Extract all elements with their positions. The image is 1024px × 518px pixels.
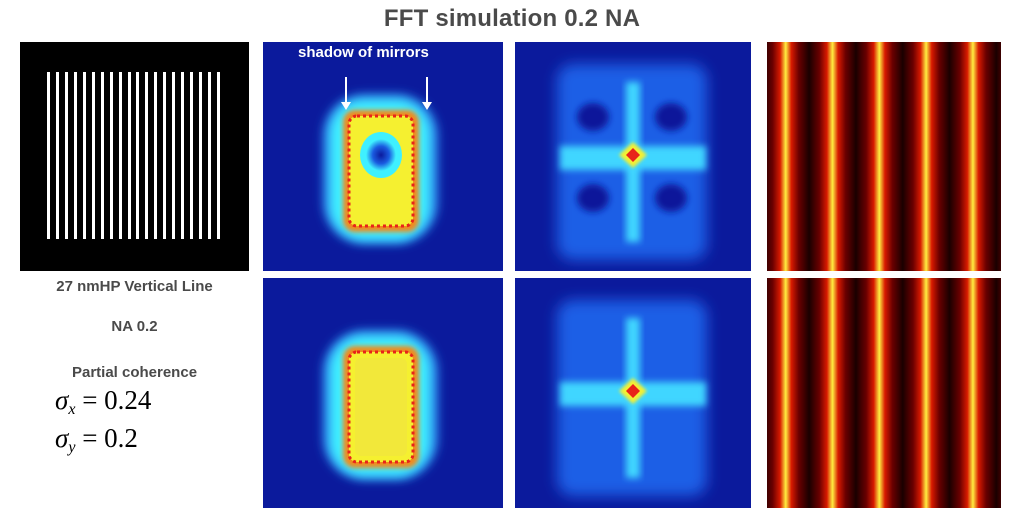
- sigma-x-subscript: x: [68, 401, 76, 418]
- mask-line: [73, 72, 77, 239]
- mask-line: [91, 72, 95, 239]
- fft-spectrum-top: [515, 42, 751, 271]
- sigma-y-value: 0.2: [104, 423, 138, 453]
- sigma-symbol: σ: [55, 423, 69, 453]
- shadow-of-mirrors-annotation: shadow of mirrors: [298, 44, 429, 61]
- mask-line: [163, 72, 167, 239]
- mask-line: [47, 72, 50, 239]
- mask-line: [199, 72, 203, 239]
- na-label: NA 0.2: [111, 318, 158, 335]
- mask-line: [190, 72, 194, 239]
- mask-line: [136, 72, 140, 239]
- mask-line: [154, 72, 158, 239]
- sigma-y-equation: σy = 0.2: [55, 423, 138, 457]
- partial-coherence-label: Partial coherence: [71, 364, 198, 381]
- equals-sign: =: [75, 385, 105, 415]
- line-pattern-label: 27 nmHP Vertical Line: [56, 278, 213, 295]
- mask-line: [208, 72, 212, 239]
- sigma-y-subscript: y: [68, 439, 76, 456]
- mask-pattern-image: [20, 42, 249, 271]
- sigma-x-value: 0.24: [104, 385, 152, 415]
- mask-line: [127, 72, 131, 239]
- mask-line: [109, 72, 113, 239]
- mask-line: [55, 72, 59, 239]
- mask-line: [172, 72, 176, 239]
- mask-line: [64, 72, 68, 239]
- mask-line: [145, 72, 149, 239]
- sigma-x-equation: σx = 0.24: [55, 385, 151, 419]
- figure-title: FFT simulation 0.2 NA: [383, 5, 641, 32]
- mask-line: [82, 72, 86, 239]
- mask-line: [100, 72, 104, 239]
- equals-sign: =: [75, 423, 105, 453]
- fft-spectrum-bottom: [515, 278, 751, 508]
- mask-line: [217, 72, 220, 239]
- aerial-image-top: [767, 42, 1001, 271]
- mask-line: [118, 72, 122, 239]
- sigma-symbol: σ: [55, 385, 69, 415]
- pupil-illumination-top: [263, 42, 503, 271]
- aerial-image-bottom: [767, 278, 1001, 508]
- pupil-illumination-bottom: [263, 278, 503, 508]
- mask-line: [181, 72, 185, 239]
